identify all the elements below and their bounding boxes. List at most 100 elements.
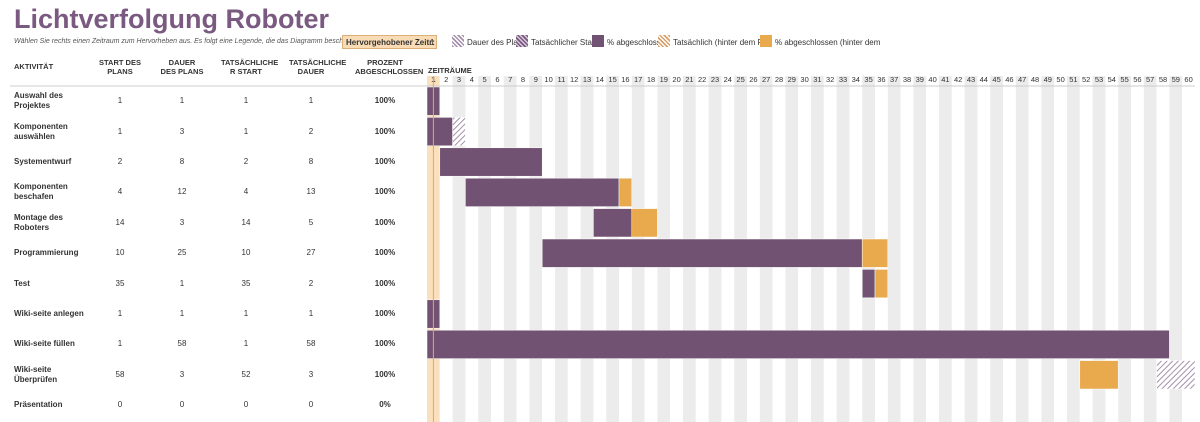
period-label: 29 bbox=[788, 75, 796, 84]
period-label: 18 bbox=[647, 75, 655, 84]
number-cell: 1 bbox=[243, 339, 249, 349]
activity-name: Wiki-seite anlegen bbox=[14, 309, 84, 318]
period-label: 46 bbox=[1005, 75, 1013, 84]
period-column bbox=[503, 76, 517, 422]
number-cell: 10 bbox=[115, 248, 125, 258]
period-label: 31 bbox=[813, 75, 821, 84]
period-column bbox=[1118, 76, 1131, 422]
number-cell: 1 bbox=[117, 126, 123, 136]
period-label: 43 bbox=[967, 75, 975, 84]
period-column bbox=[1015, 76, 1029, 422]
period-label: 8 bbox=[521, 75, 525, 84]
number-cell: 3 bbox=[179, 369, 185, 379]
number-cell: 1 bbox=[179, 278, 185, 288]
legend-label: % abgeschloss bbox=[607, 38, 661, 47]
period-label: 56 bbox=[1133, 75, 1141, 84]
period-column bbox=[951, 76, 965, 422]
period-label: 57 bbox=[1146, 75, 1154, 84]
number-cell: 1 bbox=[308, 96, 314, 106]
number-cell: 3 bbox=[308, 369, 314, 379]
period-column bbox=[478, 76, 491, 422]
number-cell: 1 bbox=[179, 309, 185, 318]
period-label: 59 bbox=[1172, 75, 1180, 84]
number-cell: 10 bbox=[241, 248, 251, 258]
activity-name: Test bbox=[14, 278, 30, 288]
period-label: 44 bbox=[980, 75, 988, 84]
period-label: 25 bbox=[736, 75, 744, 84]
period-label: 19 bbox=[660, 75, 668, 84]
overrun-bar bbox=[1079, 360, 1119, 390]
period-label: 27 bbox=[762, 75, 770, 84]
period-column bbox=[990, 76, 1003, 422]
period-label: 48 bbox=[1031, 75, 1039, 84]
percent-cell: 100% bbox=[374, 309, 396, 318]
progress-bar bbox=[861, 269, 876, 299]
highlight-value[interactable]: 1 bbox=[430, 38, 435, 47]
number-cell: 1 bbox=[243, 309, 249, 318]
period-label: 24 bbox=[724, 75, 732, 84]
number-cell: 35 bbox=[115, 278, 125, 288]
period-column bbox=[1003, 76, 1016, 422]
period-column bbox=[1028, 76, 1042, 422]
legend-swatch bbox=[760, 35, 772, 47]
legend-label: Dauer des Plar bbox=[467, 38, 521, 47]
period-label: 52 bbox=[1082, 75, 1090, 84]
period-column bbox=[1182, 76, 1195, 422]
column-header: TATSÄCHLICHE DAUER bbox=[289, 58, 347, 76]
title: Lichtverfolgung Roboter bbox=[14, 4, 329, 34]
period-label: 32 bbox=[826, 75, 834, 84]
period-label: 15 bbox=[608, 75, 616, 84]
percent-cell: 100% bbox=[374, 126, 396, 136]
period-label: 16 bbox=[621, 75, 629, 84]
legend-label: % abgeschlossen (hinter dem bbox=[775, 38, 881, 47]
progress-bar bbox=[426, 117, 453, 147]
period-column bbox=[1067, 76, 1080, 422]
plan-bar bbox=[452, 117, 466, 147]
number-cell: 1 bbox=[243, 126, 249, 136]
period-label: 36 bbox=[877, 75, 885, 84]
percent-cell: 100% bbox=[374, 339, 396, 349]
period-column bbox=[1143, 76, 1157, 422]
period-column bbox=[964, 76, 978, 422]
overrun-bar bbox=[631, 208, 658, 238]
number-cell: 2 bbox=[308, 126, 314, 136]
column-header: PROZENT ABGESCHLOSSEN bbox=[355, 58, 424, 76]
period-label: 10 bbox=[544, 75, 552, 84]
period-label: 55 bbox=[1120, 75, 1128, 84]
legend-swatch bbox=[592, 35, 604, 47]
period-column bbox=[977, 76, 991, 422]
percent-cell: 100% bbox=[374, 187, 396, 197]
period-label: 45 bbox=[992, 75, 1000, 84]
highlight-label: Hervorgehobener Zeitr: bbox=[342, 35, 437, 49]
number-cell: 1 bbox=[243, 96, 249, 106]
number-cell: 0 bbox=[243, 400, 249, 410]
period-label: 14 bbox=[596, 75, 604, 84]
period-label: 39 bbox=[916, 75, 924, 84]
period-label: 47 bbox=[1018, 75, 1026, 84]
period-label: 54 bbox=[1108, 75, 1116, 84]
number-cell: 4 bbox=[243, 187, 249, 197]
legend-swatch bbox=[452, 35, 464, 47]
activity-name: Programmierung bbox=[14, 248, 79, 258]
column-header: START DES PLANS bbox=[99, 58, 141, 76]
period-label: 12 bbox=[570, 75, 578, 84]
period-label: 34 bbox=[852, 75, 860, 84]
column-header: TATSÄCHLICHE R START bbox=[221, 58, 279, 76]
period-label: 20 bbox=[672, 75, 680, 84]
number-cell: 5 bbox=[308, 217, 314, 227]
period-label: 21 bbox=[685, 75, 693, 84]
period-label: 26 bbox=[749, 75, 757, 84]
number-cell: 1 bbox=[179, 96, 185, 106]
number-cell: 2 bbox=[308, 278, 314, 288]
percent-cell: 100% bbox=[374, 96, 396, 106]
progress-bar bbox=[593, 208, 633, 238]
period-label: 22 bbox=[698, 75, 706, 84]
period-label: 5 bbox=[483, 75, 487, 84]
period-label: 60 bbox=[1184, 75, 1192, 84]
period-label: 17 bbox=[634, 75, 642, 84]
period-label: 58 bbox=[1159, 75, 1167, 84]
number-cell: 8 bbox=[179, 157, 185, 166]
period-label: 37 bbox=[890, 75, 898, 84]
